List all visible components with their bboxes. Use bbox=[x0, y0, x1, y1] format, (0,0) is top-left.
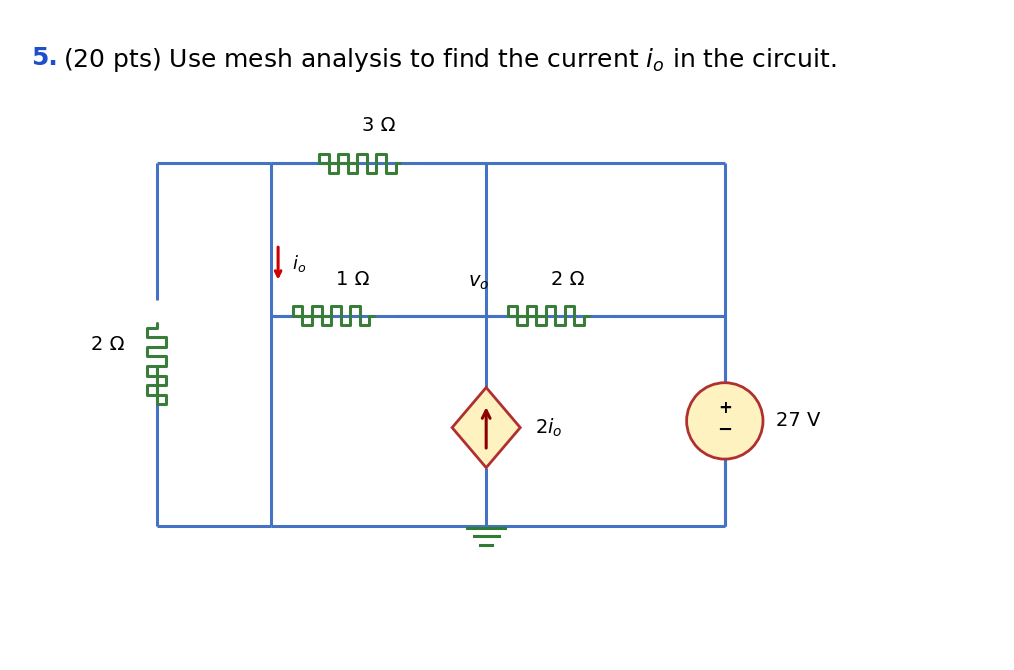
Text: −: − bbox=[717, 421, 732, 438]
Text: 1 Ω: 1 Ω bbox=[336, 270, 369, 289]
Circle shape bbox=[686, 383, 763, 459]
Text: $i_o$: $i_o$ bbox=[292, 253, 306, 274]
Text: 2 Ω: 2 Ω bbox=[551, 270, 584, 289]
Text: 3 Ω: 3 Ω bbox=[362, 115, 395, 135]
Text: 27 V: 27 V bbox=[777, 411, 820, 430]
Text: 2 Ω: 2 Ω bbox=[90, 335, 124, 354]
Text: +: + bbox=[718, 399, 732, 417]
Text: 5.: 5. bbox=[30, 46, 58, 70]
Text: (20 pts) Use mesh analysis to find the current $i_o$ in the circuit.: (20 pts) Use mesh analysis to find the c… bbox=[63, 46, 837, 74]
Text: $v_o$: $v_o$ bbox=[467, 273, 489, 292]
Polygon shape bbox=[452, 387, 520, 468]
Text: $2i_o$: $2i_o$ bbox=[534, 417, 562, 439]
